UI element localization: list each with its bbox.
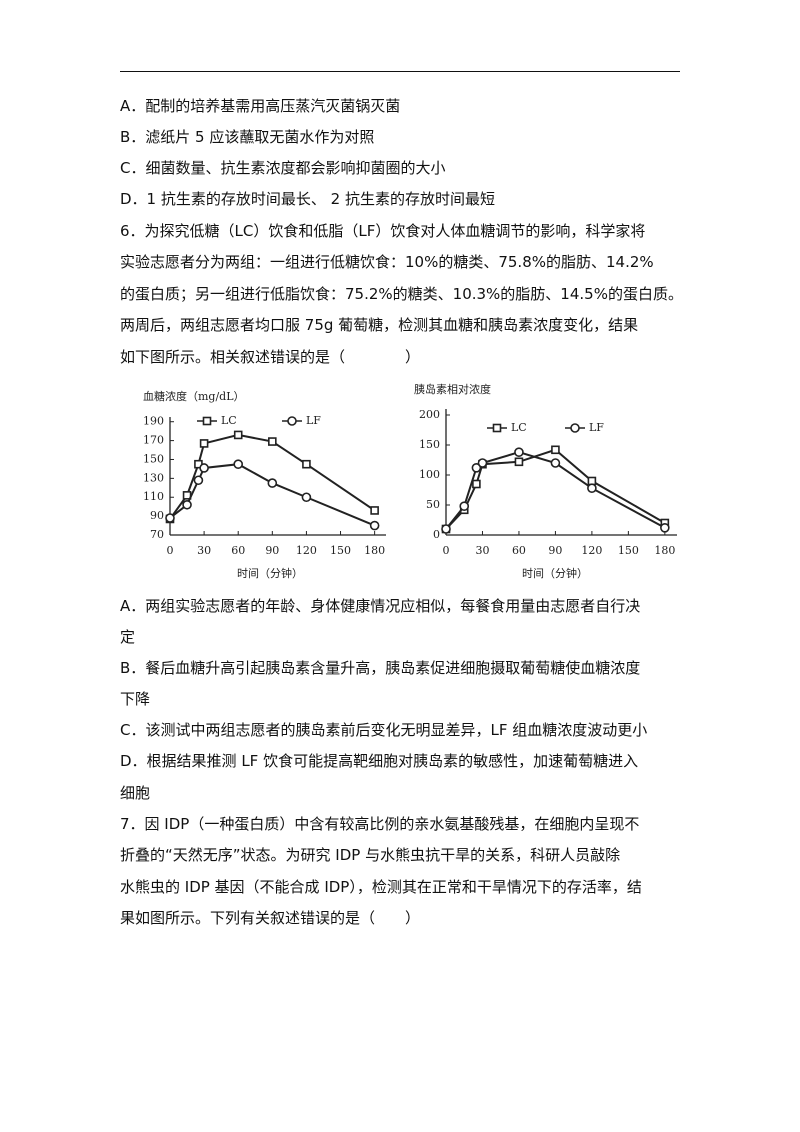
y-tick-label: 90 <box>150 509 164 522</box>
marker <box>477 458 488 468</box>
x-tick-label: 90 <box>265 544 279 557</box>
y-tick-label: 190 <box>143 415 164 428</box>
marker <box>441 524 451 534</box>
legend-label: LF <box>589 421 604 434</box>
series-line <box>169 463 376 527</box>
text-line: A．两组实验志愿者的年龄、身体健康情况应相似，每餐食用量由志愿者自行决 <box>120 597 641 615</box>
text-line: D．1 抗生素的存放时间最长、 2 抗生素的存放时间最短 <box>120 190 495 208</box>
marker <box>301 492 312 503</box>
y-tick-label: 200 <box>419 408 440 421</box>
legend-label: LC <box>221 414 237 427</box>
text-line: 两周后，两组志愿者均口服 75g 葡萄糖，检测其血糖和胰岛素浓度变化，结果 <box>120 316 639 334</box>
x-tick-label: 120 <box>296 544 317 557</box>
marker <box>193 475 204 486</box>
text-line: 7．因 IDP（一种蛋白质）中含有较高比例的亲水氨基酸残基，在细胞内呈现不 <box>120 815 640 833</box>
x-tick-label: 180 <box>654 544 675 557</box>
marker <box>199 463 209 473</box>
y-tick-label: 110 <box>143 490 164 503</box>
text-line: C．细菌数量、抗生素浓度都会影响抑菌圈的大小 <box>120 159 446 177</box>
text-line: 6．为探究低糖（LC）饮食和低脂（LF）饮食对人体血糖调节的影响，科学家将 <box>120 222 646 240</box>
x-tick-label: 120 <box>581 544 602 557</box>
x-tick-label: 30 <box>197 544 211 557</box>
text-line: 下降 <box>120 690 151 708</box>
marker <box>302 459 311 469</box>
legend-label: LC <box>511 421 527 434</box>
header-rule <box>120 71 680 72</box>
marker <box>199 439 209 448</box>
marker <box>514 447 524 458</box>
legend-marker <box>570 423 580 433</box>
y-tick-label: 150 <box>143 452 164 465</box>
text-line: 的蛋白质；另一组进行低脂饮食：75.2%的糖类、10.3%的脂肪、14.5%的蛋… <box>120 285 683 303</box>
marker <box>267 478 278 488</box>
y-tick-label: 70 <box>150 528 164 541</box>
marker <box>471 462 482 473</box>
x-axis-label: 时间（分钟） <box>522 566 588 580</box>
x-tick-label: 60 <box>231 544 245 557</box>
x-axis-label: 时间（分钟） <box>237 566 303 580</box>
x-tick-label: 150 <box>330 544 351 557</box>
y-tick-label: 0 <box>433 528 440 541</box>
legend-label: LF <box>306 414 321 427</box>
x-tick-label: 30 <box>475 544 489 557</box>
marker <box>369 520 380 531</box>
text-line: B．餐后血糖升高引起胰岛素含量升高，胰岛素促进细胞摄取葡萄糖使血糖浓度 <box>120 659 641 677</box>
text-line: 水熊虫的 IDP 基因（不能合成 IDP），检测其在正常和干旱情况下的存活率，结 <box>120 878 642 896</box>
text-line: 果如图所示。下列有关叙述错误的是（ ） <box>120 909 421 927</box>
chart-title: 血糖浓度（mg/dL） <box>143 389 245 403</box>
marker <box>233 430 243 440</box>
y-tick-label: 50 <box>426 498 440 511</box>
text-line: C．该测试中两组志愿者的胰岛素前后变化无明显差异，LF 组血糖浓度波动更小 <box>120 721 648 739</box>
x-tick-label: 0 <box>167 544 174 557</box>
text-line: 定 <box>120 628 136 646</box>
marker <box>165 513 175 523</box>
text-line: 折叠的“天然无序”状态。为研究 IDP 与水熊虫抗干旱的关系，科研人员敲除 <box>120 846 621 864</box>
x-tick-label: 180 <box>364 544 385 557</box>
x-tick-label: 150 <box>618 544 639 557</box>
marker <box>370 506 379 515</box>
text-line: D．根据结果推测 LF 饮食可能提高靶细胞对胰岛素的敏感性，加速葡萄糖进入 <box>120 752 639 770</box>
text-line: A．配制的培养基需用高压蒸汽灭菌锅灭菌 <box>120 97 401 115</box>
marker <box>551 445 560 455</box>
text-line: 实验志愿者分为两组：一组进行低糖饮食：10%的糖类、75.8%的脂肪、14.2% <box>120 253 654 271</box>
series-line <box>169 433 376 520</box>
legend-marker <box>287 416 297 426</box>
legend-marker <box>202 416 212 426</box>
marker <box>459 501 470 512</box>
series-line <box>445 451 666 530</box>
marker <box>660 522 670 533</box>
marker <box>182 499 192 510</box>
marker <box>472 479 481 489</box>
text-line: 如下图所示。相关叙述错误的是（ ） <box>120 348 421 366</box>
marker <box>550 458 561 468</box>
y-tick-label: 130 <box>143 471 164 484</box>
y-tick-label: 170 <box>143 434 164 447</box>
x-tick-label: 90 <box>548 544 562 557</box>
marker <box>514 457 524 467</box>
y-tick-label: 150 <box>419 438 440 451</box>
text-line: B．滤纸片 5 应该蘸取无菌水作为对照 <box>120 128 375 146</box>
chart-title: 胰岛素相对浓度 <box>414 382 491 396</box>
text-line: 细胞 <box>120 784 151 802</box>
y-tick-label: 100 <box>419 468 440 481</box>
marker <box>233 459 244 470</box>
legend-marker <box>492 423 502 433</box>
x-tick-label: 0 <box>443 544 450 557</box>
marker <box>268 437 277 446</box>
marker <box>587 483 597 494</box>
x-tick-label: 60 <box>512 544 526 557</box>
